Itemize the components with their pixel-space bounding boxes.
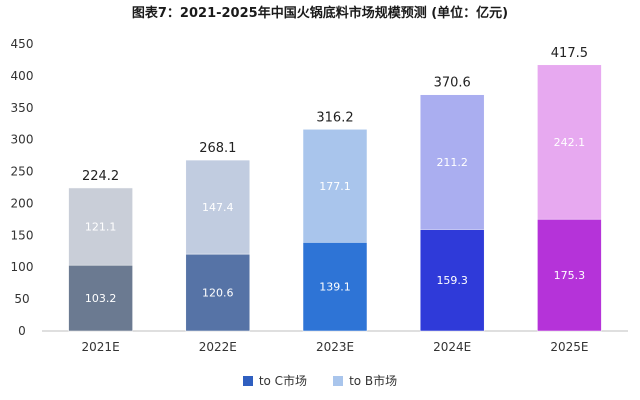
x-tick-label: 2021E	[82, 340, 120, 354]
bar-toC	[185, 253, 251, 332]
data-label-toC: 139.1	[319, 281, 351, 294]
bar-toB	[68, 187, 133, 266]
bar-toB	[302, 129, 368, 243]
data-label-toC: 175.3	[554, 269, 586, 282]
y-tick-label: 250	[11, 165, 34, 179]
bar-toB	[419, 94, 485, 230]
x-tick-label: 2025E	[550, 340, 588, 354]
total-label: 224.2	[82, 169, 119, 184]
total-label: 316.2	[316, 110, 353, 125]
y-tick-label: 350	[11, 101, 34, 115]
y-tick-label: 450	[11, 37, 34, 51]
data-label-toC: 103.2	[85, 292, 117, 305]
data-label-toC: 159.3	[436, 274, 468, 287]
bar-toB	[185, 159, 251, 255]
total-label: 268.1	[199, 141, 236, 156]
data-label-toB: 242.1	[554, 136, 586, 149]
bar-toC	[302, 242, 368, 332]
legend-label-toC: to C市场	[258, 374, 308, 388]
x-tick-label: 2024E	[433, 340, 471, 354]
bar-toB	[537, 64, 602, 220]
y-tick-label: 300	[11, 133, 34, 147]
y-tick-label: 150	[11, 228, 34, 242]
bar-toC	[68, 264, 133, 332]
legend: to C市场 to B市场	[0, 372, 640, 389]
legend-label-toB: to B市场	[349, 374, 398, 388]
bar-toC	[537, 218, 602, 332]
y-tick-label: 400	[11, 69, 34, 83]
y-tick-label: 0	[18, 324, 26, 338]
total-label: 370.6	[434, 76, 471, 91]
x-tick-label: 2023E	[316, 340, 354, 354]
data-label-toB: 147.4	[202, 201, 234, 214]
legend-item-toC: to C市场	[242, 372, 308, 389]
data-label-toB: 121.1	[85, 221, 117, 234]
data-label-toC: 120.6	[202, 287, 234, 300]
y-tick-label: 200	[11, 196, 34, 210]
y-tick-label: 100	[11, 260, 34, 274]
data-label-toB: 177.1	[319, 180, 351, 193]
legend-item-toB: to B市场	[333, 372, 397, 389]
chart-title: 图表7：2021-2025年中国火锅底料市场规模预测 (单位：亿元)	[131, 6, 509, 21]
bar-toC	[419, 229, 485, 332]
y-tick-label: 50	[14, 292, 29, 306]
total-label: 417.5	[551, 46, 588, 61]
legend-swatch-toB	[333, 375, 344, 386]
x-tick-label: 2022E	[199, 340, 237, 354]
data-label-toB: 211.2	[436, 156, 468, 169]
legend-swatch-toC	[242, 375, 253, 386]
